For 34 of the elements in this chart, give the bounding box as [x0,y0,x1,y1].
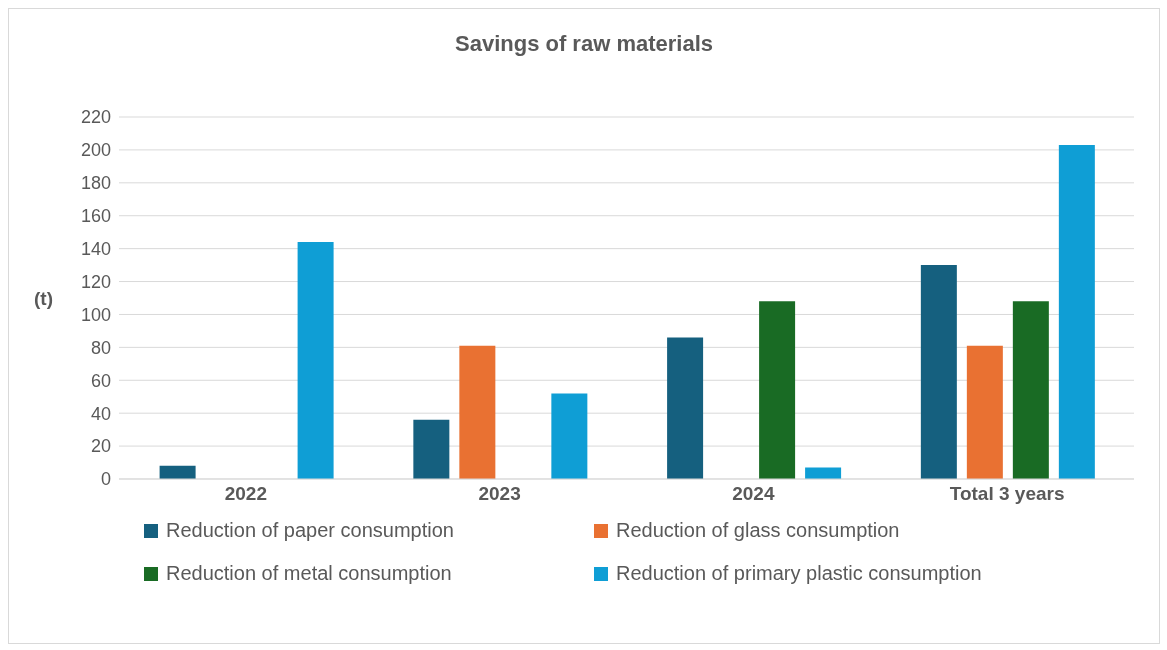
legend-label: Reduction of glass consumption [616,519,900,542]
x-tick-label: 2024 [732,483,775,505]
y-tick-label: 80 [90,337,111,358]
bar [805,467,842,479]
bar [966,345,1003,479]
y-tick-label: 60 [90,370,111,391]
y-tick-label: 100 [80,304,111,325]
bar [297,242,334,479]
y-tick-label: 180 [80,173,111,194]
bar [459,345,496,479]
bar [413,419,450,479]
y-tick-label: 40 [90,403,111,424]
y-tick-label: 20 [90,436,111,457]
y-tick-label: 200 [80,140,111,161]
chart-title: Savings of raw materials [454,31,714,57]
y-tick-label: 140 [80,239,111,260]
bar [551,393,588,479]
legend-label: Reduction of primary plastic consumption [616,562,982,585]
y-tick-label: 0 [100,469,111,490]
y-tick-label: 120 [80,271,111,292]
y-axis-title: (t) [34,287,53,309]
x-tick-label: Total 3 years [949,483,1065,505]
y-tick-label: 160 [80,206,111,227]
bar [1058,144,1095,479]
y-tick-label: 220 [80,107,111,128]
bar [1012,301,1049,479]
legend-label: Reduction of paper consumption [166,519,454,542]
legend-label: Reduction of metal consumption [166,562,452,585]
x-tick-label: 2023 [478,483,521,505]
bar [759,301,796,479]
bar [667,337,704,479]
bar [159,465,196,479]
bar [920,265,957,479]
x-tick-label: 2022 [224,483,268,505]
